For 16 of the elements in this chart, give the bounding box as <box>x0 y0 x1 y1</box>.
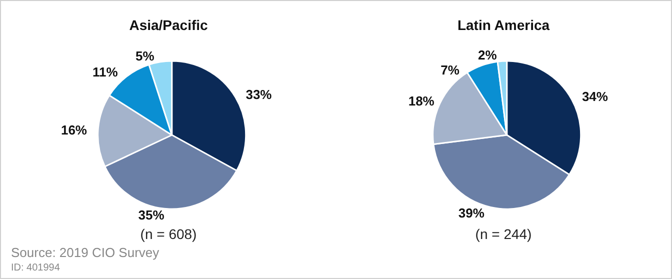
data-label: 5% <box>136 48 155 64</box>
data-label: 7% <box>440 62 460 78</box>
data-label: 16% <box>60 122 88 138</box>
data-label: 39% <box>458 206 485 221</box>
text: ID: 401994 <box>11 262 60 274</box>
chart-title: Latin America <box>457 17 550 33</box>
data-label: 2% <box>478 48 498 63</box>
text: (n = 608) <box>140 226 197 242</box>
data-label: 33% <box>246 86 272 102</box>
data-label: 11% <box>92 64 118 80</box>
data-label: 35% <box>138 207 165 222</box>
data-label: 18% <box>408 93 435 108</box>
data-label: 34% <box>582 88 608 104</box>
text: (n = 244) <box>475 226 532 242</box>
chart-title: Asia/Pacific <box>129 17 208 33</box>
source-note: Source: 2019 CIO Survey <box>11 245 160 260</box>
